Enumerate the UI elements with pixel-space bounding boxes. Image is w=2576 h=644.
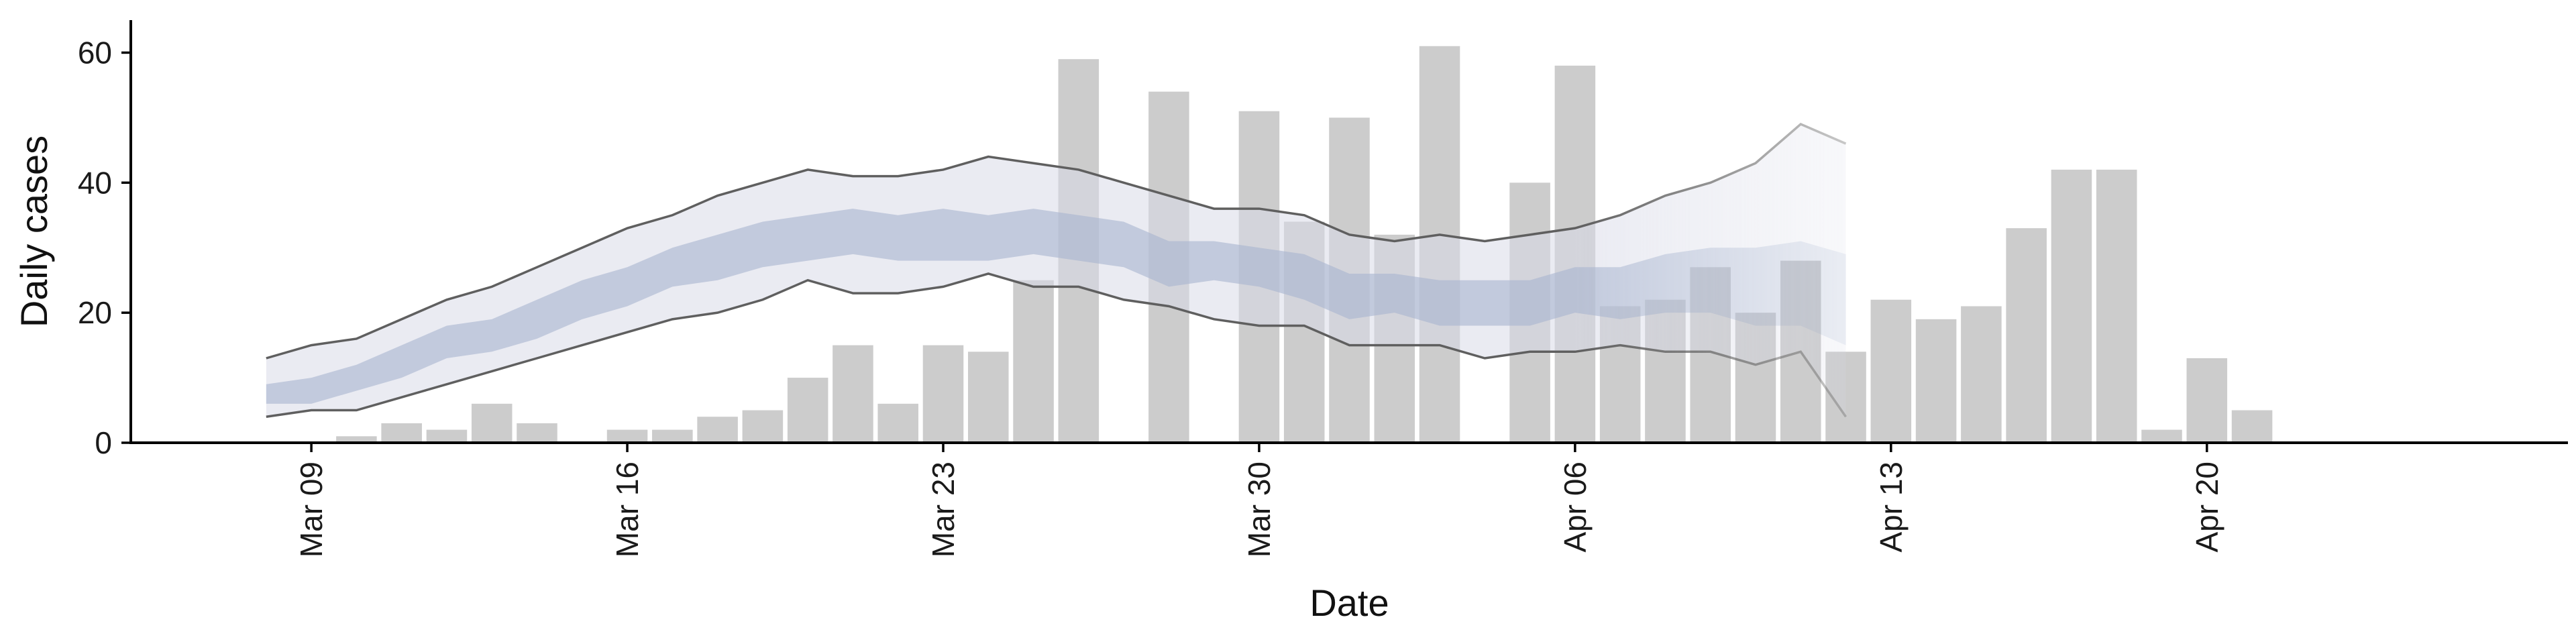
bar-2020-04-16 — [2006, 228, 2047, 443]
bar-2020-03-10 — [336, 436, 377, 443]
estimate-bands — [266, 123, 1847, 418]
upper-bound-line — [266, 123, 1847, 360]
bar-2020-03-17 — [652, 429, 693, 443]
bar-2020-03-24 — [968, 352, 1009, 443]
x-axis-title: Date — [1309, 582, 1389, 624]
bar-2020-03-12 — [426, 429, 468, 443]
x-tick-label: Mar 09 — [294, 462, 329, 557]
bar-2020-04-20 — [2186, 358, 2228, 443]
bar-2020-04-17 — [2051, 169, 2092, 443]
bar-2020-03-22 — [877, 403, 918, 443]
outer-interval-band — [266, 124, 1846, 417]
y-tick-label: 20 — [78, 295, 112, 330]
bar-2020-03-25 — [1013, 280, 1054, 443]
bar-2020-03-14 — [517, 423, 557, 443]
bar-2020-03-11 — [381, 423, 422, 443]
bar-2020-04-14 — [1915, 319, 1957, 443]
y-tick-label: 60 — [78, 35, 112, 70]
lower-bound-line — [266, 272, 1847, 418]
y-tick-label: 40 — [78, 165, 112, 200]
bar-2020-04-19 — [2141, 429, 2182, 443]
y-tick-label: 0 — [95, 425, 112, 460]
bar-2020-04-15 — [1961, 306, 2002, 443]
x-tick-label: Apr 20 — [2190, 462, 2224, 553]
bar-2020-03-20 — [787, 378, 828, 443]
x-tick-label: Apr 13 — [1874, 462, 1909, 553]
bar-2020-03-16 — [606, 429, 648, 443]
bar-2020-04-13 — [1870, 299, 1912, 443]
bar-2020-03-18 — [697, 417, 738, 443]
bar-2020-03-23 — [922, 345, 964, 443]
bar-2020-03-19 — [742, 410, 784, 443]
x-tick-label: Mar 16 — [610, 462, 645, 557]
ticks: 0 20 40 60 Mar 09 Mar 16 Mar 23 Mar 30 Apr 06 Apr… — [78, 35, 2224, 557]
bar-2020-04-18 — [2096, 169, 2137, 443]
inner-interval-band — [266, 209, 1846, 404]
bar-2020-04-21 — [2231, 410, 2273, 443]
x-tick-label: Mar 23 — [926, 462, 961, 557]
bar-2020-03-13 — [471, 403, 513, 443]
x-tick-label: Apr 06 — [1558, 462, 1593, 553]
bar-2020-03-21 — [833, 345, 873, 443]
x-tick-label: Mar 30 — [1242, 462, 1277, 557]
y-axis-title: Daily cases — [13, 136, 55, 327]
axes — [129, 20, 2568, 444]
